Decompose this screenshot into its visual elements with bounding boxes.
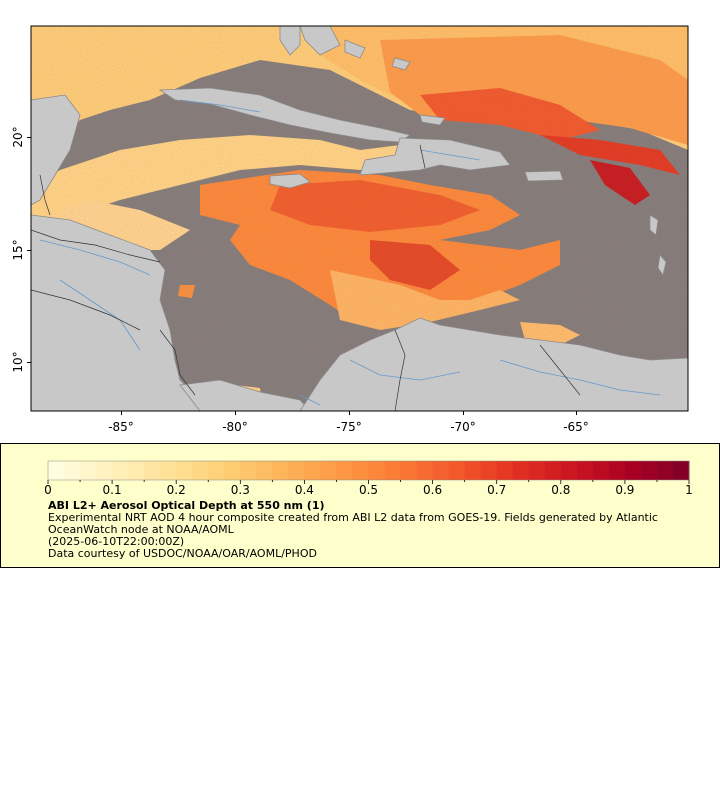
legend-panel: 0 0.1 0.2 0.3 0.4 0.5 0.6 0.7 0.8 0.9 1 …	[0, 443, 720, 568]
lat-tick-label: 20°	[11, 126, 25, 147]
legend-description: Experimental NRT AOD 4 hour composite cr…	[48, 511, 658, 536]
colorbar-swatch	[352, 461, 369, 480]
legend-time: (2025-06-10T22:00:00Z)	[48, 535, 185, 548]
colorbar-swatch	[128, 461, 145, 480]
colorbar-swatch	[320, 461, 337, 480]
lat-tick-label: 15°	[11, 239, 25, 260]
colorbar-swatch	[96, 461, 113, 480]
legend-credit: Data courtesy of USDOC/NOAA/OAR/AOML/PHO…	[48, 547, 317, 560]
colorbar-swatch	[672, 461, 690, 480]
colorbar-swatch	[464, 461, 482, 480]
lesser-antilles	[649, 214, 659, 236]
yucatan	[31, 94, 81, 206]
colorbar-swatch	[432, 461, 450, 480]
colorbar: 0 0.1 0.2 0.3 0.4 0.5 0.6 0.7 0.8 0.9 1	[44, 460, 693, 497]
colorbar-swatch	[400, 461, 418, 480]
bahamas-island	[419, 114, 446, 126]
colorbar-labels: 0 0.1 0.2 0.3 0.4 0.5 0.6 0.7 0.8 0.9 1	[44, 483, 693, 497]
colorbar-tick-label: 0.4	[295, 483, 314, 497]
colorbar-swatch	[368, 461, 386, 480]
colorbar-swatch	[416, 461, 434, 480]
lon-tick-label: -80°	[222, 420, 248, 434]
colorbar-swatches	[48, 461, 690, 480]
colorbar-swatch	[272, 461, 289, 480]
jamaica	[269, 173, 311, 189]
colorbar-swatch	[80, 461, 97, 480]
colorbar-swatch	[624, 461, 642, 480]
bahamas-island	[299, 26, 341, 56]
florida	[279, 26, 301, 56]
legend-text: ABI L2+ Aerosol Optical Depth at 550 nm …	[48, 500, 708, 560]
colorbar-swatch	[560, 461, 578, 480]
map-frame	[30, 25, 689, 412]
lon-tick-label: -75°	[336, 420, 362, 434]
map-figure: -85° -80° -75° -70° -65° 20° 15° 10°	[11, 25, 689, 434]
hispaniola	[359, 137, 511, 176]
colorbar-tick-label: 0.2	[167, 483, 186, 497]
colorbar-swatch	[48, 461, 65, 480]
colorbar-swatch	[640, 461, 658, 480]
colorbar-swatch	[160, 461, 177, 480]
colorbar-swatch	[192, 461, 209, 480]
central-america	[31, 214, 241, 411]
colorbar-swatch	[224, 461, 241, 480]
colorbar-tick-label: 0	[44, 483, 52, 497]
colorbar-tick-label: 0.3	[231, 483, 250, 497]
aod-overlay	[31, 26, 688, 411]
colorbar-swatch	[144, 461, 161, 480]
borders	[31, 144, 581, 411]
lon-tick-label: -70°	[450, 420, 476, 434]
colorbar-tick-label: 0.7	[487, 483, 506, 497]
land-masses	[31, 26, 688, 411]
colorbar-tick-label: 0.8	[551, 483, 570, 497]
colorbar-swatch	[176, 461, 193, 480]
colorbar-tick-label: 0.6	[423, 483, 442, 497]
lon-tick-label: -85°	[108, 420, 134, 434]
colorbar-swatch	[480, 461, 498, 480]
colorbar-swatch	[544, 461, 562, 480]
colorbar-swatch	[208, 461, 225, 480]
colorbar-swatch	[240, 461, 257, 480]
colorbar-swatch	[512, 461, 530, 480]
colorbar-swatch	[288, 461, 305, 480]
lon-tick-label: -65°	[563, 420, 589, 434]
panama	[179, 379, 311, 411]
lesser-antilles	[657, 254, 667, 276]
legend-title: ABI L2+ Aerosol Optical Depth at 550 nm …	[48, 499, 325, 512]
colorbar-tick-label: 0.5	[359, 483, 378, 497]
colorbar-swatch	[592, 461, 610, 480]
colorbar-tick-label: 0.1	[103, 483, 122, 497]
colorbar-swatch	[256, 461, 273, 480]
colorbar-swatch	[304, 461, 321, 480]
colorbar-swatch	[656, 461, 674, 480]
x-axis-labels: -85° -80° -75° -70° -65°	[108, 420, 589, 434]
colorbar-swatch	[64, 461, 81, 480]
bahamas-island	[344, 39, 366, 59]
colorbar-swatch	[448, 461, 466, 480]
puerto-rico	[524, 170, 564, 182]
colorbar-swatch	[336, 461, 353, 480]
colorbar-swatch	[112, 461, 129, 480]
y-axis-labels: 20° 15° 10°	[11, 126, 25, 372]
south-america	[299, 317, 688, 411]
colorbar-swatch	[496, 461, 514, 480]
colorbar-ticks	[47, 480, 690, 484]
lat-tick-label: 10°	[11, 351, 25, 372]
bahamas-island	[391, 57, 411, 71]
colorbar-swatch	[608, 461, 626, 480]
colorbar-tick-label: 1	[685, 483, 693, 497]
colorbar-swatch	[576, 461, 594, 480]
rivers	[39, 99, 661, 406]
colorbar-swatch	[384, 461, 402, 480]
tick-marks	[27, 137, 577, 415]
colorbar-swatch	[528, 461, 546, 480]
colorbar-tick-label: 0.9	[615, 483, 634, 497]
